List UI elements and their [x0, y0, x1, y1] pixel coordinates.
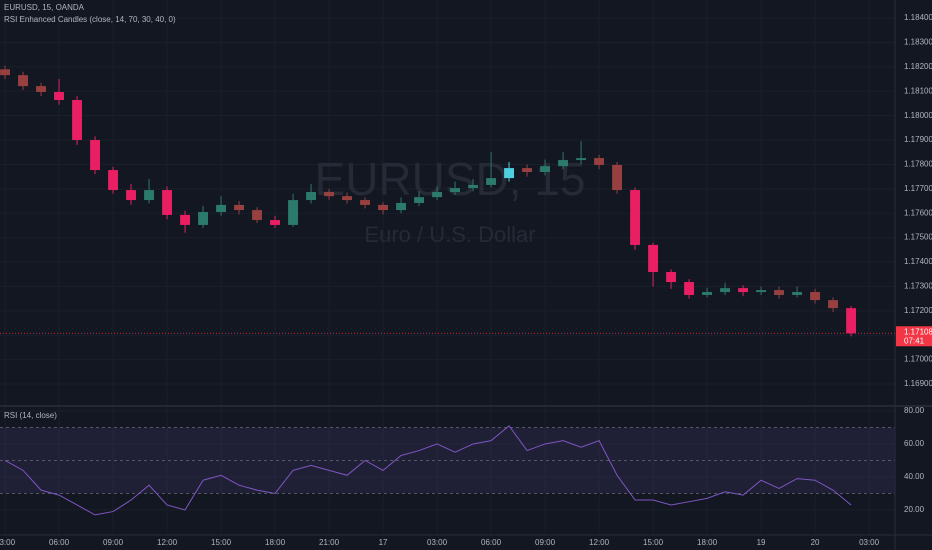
candle-body	[828, 300, 839, 309]
candle-body	[630, 190, 641, 245]
y-tick-label: 60.00	[904, 439, 925, 448]
candle-body	[216, 204, 227, 213]
countdown-label: 07:41	[904, 336, 925, 345]
y-tick-label: 1.17600	[904, 208, 932, 217]
y-tick-label: 1.17900	[904, 135, 932, 144]
candle-body	[612, 164, 623, 191]
x-tick-label: 20	[811, 538, 820, 547]
x-tick-label: 03:00	[859, 538, 880, 547]
candle-body	[270, 220, 281, 225]
x-tick-label: 12:00	[157, 538, 178, 547]
last-price-label: 1.17108	[904, 327, 932, 336]
y-tick-label: 1.17800	[904, 160, 932, 169]
x-tick-label: 06:00	[481, 538, 502, 547]
x-tick-label: 12:00	[589, 538, 610, 547]
candle-body	[252, 210, 263, 221]
candle-body	[450, 188, 461, 193]
candle-body	[72, 100, 82, 141]
y-tick-label: 1.18400	[904, 13, 932, 22]
x-tick-label: 19	[757, 538, 766, 547]
y-tick-label: 1.18200	[904, 62, 932, 71]
x-tick-label: 18:00	[697, 538, 718, 547]
candle-body	[738, 288, 749, 293]
x-tick-label: 18:00	[265, 538, 286, 547]
axes: 03:00 06:00 09:00 12:00 15:00 18:00 21:00 17 03:…	[0, 13, 932, 547]
candle-body	[846, 308, 857, 334]
candle-body	[342, 196, 353, 201]
candle-body	[36, 86, 46, 92]
candle-body	[774, 290, 785, 295]
candle-body	[162, 190, 172, 215]
candle-body	[0, 69, 10, 76]
candle-body	[180, 214, 190, 225]
candle-body	[360, 200, 371, 205]
indicator-title: RSI Enhanced Candles (close, 14, 70, 30,…	[4, 15, 176, 24]
candle-body	[648, 244, 659, 273]
candle-body	[702, 292, 713, 295]
candle-body	[324, 192, 335, 197]
candle-body	[378, 204, 389, 211]
y-tick-label: 1.16900	[904, 379, 932, 388]
marks	[0, 65, 895, 516]
x-tick-label: 09:00	[535, 538, 556, 547]
candle-body	[594, 158, 605, 165]
y-tick-label: 1.17500	[904, 233, 932, 242]
candle-body	[18, 75, 28, 87]
grid	[0, 427, 895, 494]
candle-body	[666, 272, 677, 283]
y-tick-label: 1.17000	[904, 355, 932, 364]
x-tick-label: 15:00	[643, 538, 664, 547]
x-tick-label: 17	[379, 538, 388, 547]
rsi-title: RSI (14, close)	[4, 411, 57, 420]
symbol-title: EURUSD, 15, OANDA	[4, 3, 85, 12]
y-tick-label: 1.17200	[904, 306, 932, 315]
x-tick-label: 21:00	[319, 538, 340, 547]
candle-body	[504, 168, 515, 179]
y-tick-label: 1.17400	[904, 257, 932, 266]
candle-body	[396, 202, 407, 211]
watermark: EURUSD, 15	[315, 153, 586, 205]
y-tick-label: 20.00	[904, 505, 925, 514]
candle-body	[468, 184, 479, 189]
y-tick-label: 80.00	[904, 406, 925, 415]
candle-body	[432, 192, 443, 198]
candle-body	[198, 212, 208, 225]
candle-body	[486, 178, 497, 185]
candle-body	[126, 190, 136, 201]
candle-body	[306, 192, 317, 201]
y-tick-label: 1.18300	[904, 38, 932, 47]
rsi-line	[4, 425, 852, 516]
x-tick-label: 15:00	[211, 538, 232, 547]
candle-body	[144, 190, 154, 201]
x-tick-label: 09:00	[103, 538, 124, 547]
candle-body	[810, 292, 821, 301]
y-tick-label: 1.17300	[904, 282, 932, 291]
x-tick-label: 03:00	[0, 538, 16, 547]
candle-body	[540, 166, 551, 173]
candle-body	[720, 288, 731, 293]
y-tick-label: 1.18000	[904, 111, 932, 120]
y-tick-label: 40.00	[904, 472, 925, 481]
candle-body	[684, 282, 695, 295]
candle-body	[558, 160, 569, 167]
candle-body	[414, 197, 425, 203]
y-tick-label: 1.17700	[904, 184, 932, 193]
last-price-tag	[896, 326, 932, 347]
x-tick-label: 06:00	[49, 538, 70, 547]
candle-body	[234, 204, 245, 211]
candle-body	[576, 158, 587, 161]
candle-body	[792, 292, 803, 295]
candle-body	[288, 200, 299, 225]
x-tick-label: 03:00	[427, 538, 448, 547]
watermark-subtitle: Euro / U.S. Dollar	[364, 222, 535, 247]
candle-body	[90, 140, 100, 171]
candle-body	[522, 168, 533, 173]
y-tick-label: 1.18100	[904, 86, 932, 95]
candle-body	[756, 290, 767, 293]
candle-body	[54, 91, 64, 101]
candle-body	[108, 170, 118, 191]
